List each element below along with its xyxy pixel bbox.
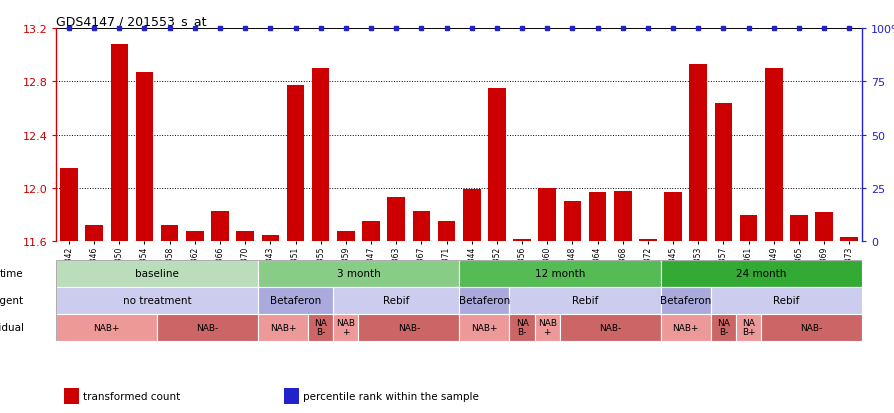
Bar <box>512 239 530 242</box>
Bar <box>136 73 153 242</box>
Bar <box>459 287 509 314</box>
Bar <box>509 314 534 341</box>
Text: no treatment: no treatment <box>122 295 191 306</box>
Bar <box>56 314 157 341</box>
Text: 3 month: 3 month <box>336 268 380 279</box>
Bar <box>509 287 660 314</box>
Bar <box>534 314 560 341</box>
Bar <box>211 211 229 242</box>
Bar <box>311 69 329 242</box>
Bar <box>713 103 731 242</box>
Text: NA
B+: NA B+ <box>741 319 755 336</box>
Bar <box>660 287 710 314</box>
Bar <box>60 169 78 242</box>
Bar <box>157 314 257 341</box>
Bar <box>64 388 79 404</box>
Bar <box>710 314 735 341</box>
Text: GDS4147 / 201553_s_at: GDS4147 / 201553_s_at <box>56 15 207 28</box>
Bar <box>459 260 660 287</box>
Bar <box>710 287 861 314</box>
Bar <box>236 231 254 242</box>
Bar <box>412 211 430 242</box>
Bar <box>739 215 756 242</box>
Bar <box>257 287 333 314</box>
Text: transformed count: transformed count <box>83 391 180 401</box>
Text: NAB-: NAB- <box>598 323 620 332</box>
Text: time: time <box>0 268 23 279</box>
Bar <box>613 191 631 242</box>
Text: NAB-: NAB- <box>799 323 822 332</box>
Bar <box>333 287 459 314</box>
Text: Betaferon: Betaferon <box>659 295 711 306</box>
Bar <box>660 314 710 341</box>
Text: NAB
+: NAB + <box>336 319 355 336</box>
Text: NAB+: NAB+ <box>269 323 296 332</box>
Text: 12 month: 12 month <box>534 268 585 279</box>
Bar <box>760 314 861 341</box>
Bar <box>85 225 103 242</box>
Text: NAB-: NAB- <box>397 323 419 332</box>
Bar <box>789 215 807 242</box>
Bar <box>688 65 706 242</box>
Text: NA
B-: NA B- <box>716 319 730 336</box>
Bar <box>284 388 299 404</box>
Bar <box>261 235 279 242</box>
Bar <box>462 190 480 242</box>
Bar <box>764 69 781 242</box>
Text: 24 month: 24 month <box>735 268 786 279</box>
Bar <box>333 314 358 341</box>
Bar <box>588 192 606 242</box>
Bar <box>459 314 509 341</box>
Text: individual: individual <box>0 322 23 332</box>
Bar <box>387 198 405 242</box>
Bar <box>257 260 459 287</box>
Text: NA
B-: NA B- <box>515 319 528 336</box>
Bar <box>110 45 128 242</box>
Text: Betaferon: Betaferon <box>458 295 510 306</box>
Text: agent: agent <box>0 295 23 306</box>
Bar <box>337 231 354 242</box>
Bar <box>437 222 455 242</box>
Bar <box>560 314 660 341</box>
Bar <box>735 314 760 341</box>
Bar <box>308 314 333 341</box>
Text: baseline: baseline <box>135 268 179 279</box>
Bar <box>56 260 257 287</box>
Text: Rebif: Rebif <box>383 295 409 306</box>
Text: Rebif: Rebif <box>571 295 597 306</box>
Bar <box>362 222 379 242</box>
Bar <box>814 212 832 242</box>
Bar <box>663 192 681 242</box>
Text: NAB
+: NAB + <box>537 319 556 336</box>
Text: NAB+: NAB+ <box>470 323 497 332</box>
Bar <box>638 239 656 242</box>
Bar <box>660 260 861 287</box>
Bar <box>257 314 308 341</box>
Text: Betaferon: Betaferon <box>270 295 321 306</box>
Bar <box>358 314 459 341</box>
Text: Rebif: Rebif <box>772 295 798 306</box>
Text: percentile rank within the sample: percentile rank within the sample <box>302 391 478 401</box>
Bar <box>487 89 505 242</box>
Text: NAB-: NAB- <box>196 323 218 332</box>
Bar <box>186 231 204 242</box>
Text: NAB+: NAB+ <box>93 323 120 332</box>
Bar <box>538 188 555 242</box>
Bar <box>839 237 857 242</box>
Bar <box>563 202 580 242</box>
Text: NAB+: NAB+ <box>671 323 698 332</box>
Bar <box>161 225 178 242</box>
Bar <box>286 86 304 242</box>
Bar <box>56 287 257 314</box>
Text: NA
B-: NA B- <box>314 319 327 336</box>
